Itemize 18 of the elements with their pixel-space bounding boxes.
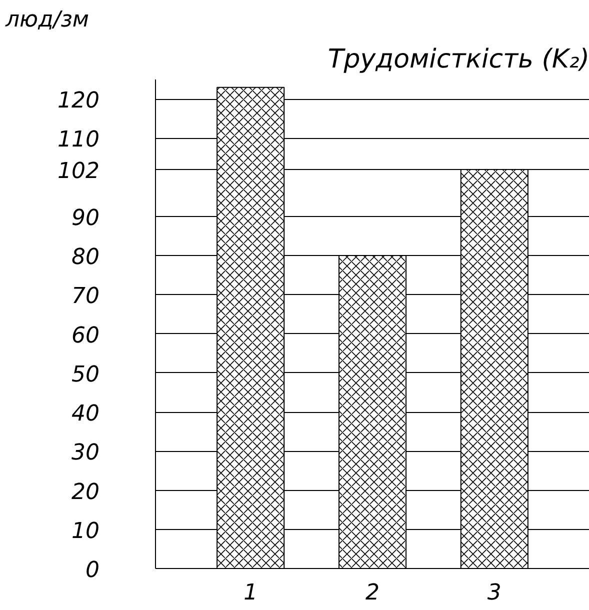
y-tick-label: 110 xyxy=(58,128,100,153)
y-tick-label: 102 xyxy=(58,158,100,184)
y-tick-label: 60 xyxy=(72,323,100,348)
x-tick-label: 3 xyxy=(487,580,502,606)
y-tick-label: 10 xyxy=(72,518,100,544)
y-tick-label: 30 xyxy=(72,440,100,466)
y-tick-label: 20 xyxy=(72,480,100,505)
y-tick-label: 40 xyxy=(72,402,100,427)
x-tick-label: 2 xyxy=(366,580,380,606)
y-tick-label: 0 xyxy=(86,558,100,583)
y-tick-label: 120 xyxy=(58,88,100,114)
chart-title: Трудомісткість (K₂) xyxy=(328,44,589,74)
x-tick-label: 1 xyxy=(244,580,258,606)
y-tick-label: 90 xyxy=(72,206,100,231)
y-tick-label: 70 xyxy=(72,284,100,310)
y-tick-label: 80 xyxy=(72,245,100,270)
y-axis-title: люд/зм xyxy=(4,8,89,32)
y-tick-label: 50 xyxy=(72,362,100,388)
